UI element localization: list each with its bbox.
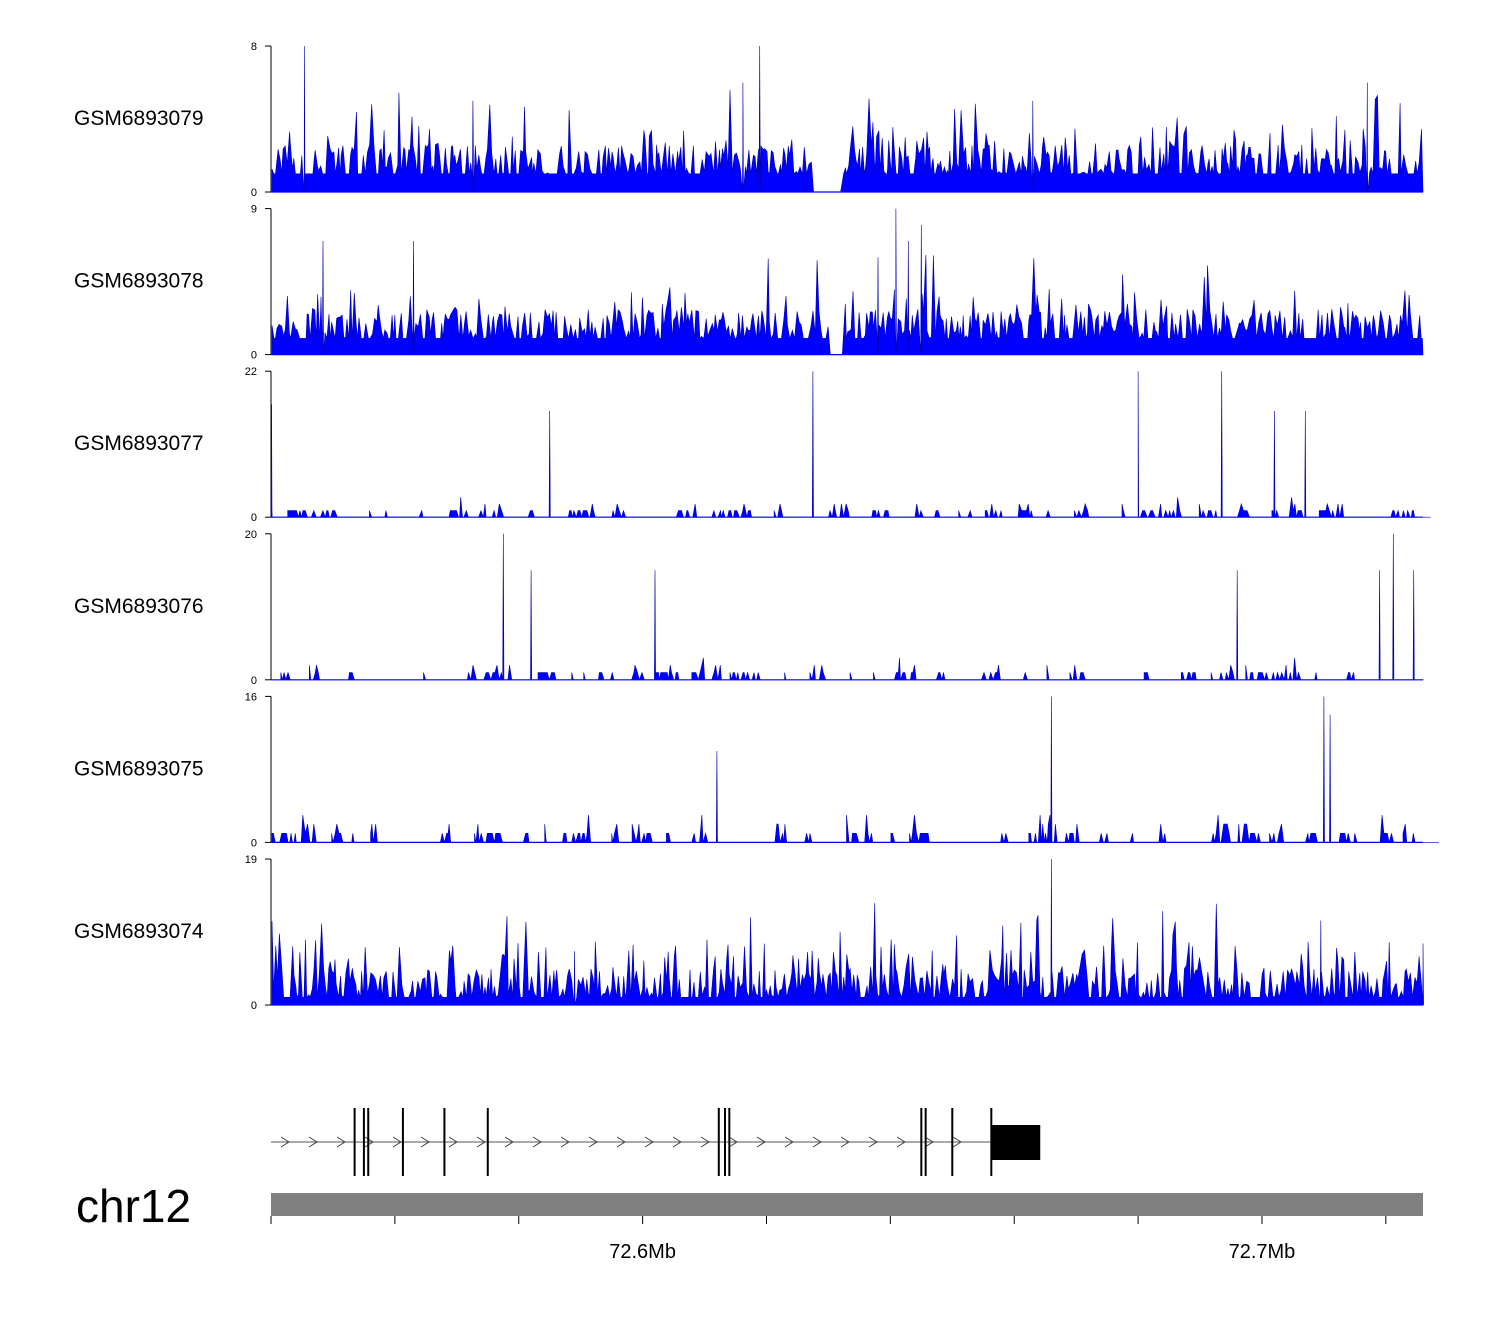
exon xyxy=(362,1108,365,1176)
track-GSM6893074: GSM6893074 19 0 xyxy=(74,854,1424,1012)
exon xyxy=(486,1108,489,1176)
strand-arrow-icon xyxy=(336,1136,346,1148)
chromosome-label: chr12 xyxy=(76,1180,191,1232)
track-GSM6893076: GSM6893076 20 0 xyxy=(74,529,1424,687)
track-label: GSM6893079 xyxy=(74,107,204,130)
strand-arrow-icon xyxy=(784,1136,794,1148)
coverage-area xyxy=(270,371,1431,519)
y-axis-min-label: 0 xyxy=(251,187,257,199)
strand-arrow-icon xyxy=(924,1136,934,1148)
coverage-area xyxy=(271,858,1424,1006)
chromosome-ideogram: chr12 xyxy=(76,1180,1423,1232)
track-GSM6893079: GSM6893079 8 0 xyxy=(74,41,1424,199)
strand-arrow-icon xyxy=(616,1136,626,1148)
coverage-area xyxy=(271,45,1424,193)
coverage-area xyxy=(272,533,1424,681)
gene-model-track xyxy=(271,1108,1041,1176)
exon xyxy=(353,1108,356,1176)
track-GSM6893078: GSM6893078 9 0 xyxy=(74,204,1424,362)
exon xyxy=(723,1108,726,1176)
strand-arrow-icon xyxy=(476,1136,486,1148)
coverage-area xyxy=(271,696,1439,844)
y-axis-min-label: 0 xyxy=(251,675,257,687)
strand-arrow-icon xyxy=(672,1136,682,1148)
y-axis-min-label: 0 xyxy=(251,1000,257,1012)
y-axis-min-label: 0 xyxy=(251,512,257,524)
strand-arrow-icon xyxy=(588,1136,598,1148)
strand-arrow-icon xyxy=(700,1136,710,1148)
terminal-exon-block xyxy=(991,1125,1041,1160)
track-GSM6893075: GSM6893075 16 0 xyxy=(74,691,1439,849)
exon xyxy=(920,1108,923,1176)
y-axis-max-label: 9 xyxy=(251,204,257,216)
exon xyxy=(951,1108,954,1176)
track-GSM6893077: GSM6893077 22 0 xyxy=(74,366,1431,524)
y-axis-min-label: 0 xyxy=(251,837,257,849)
strand-arrow-icon xyxy=(532,1136,542,1148)
exon xyxy=(717,1108,720,1176)
strand-arrow-icon xyxy=(280,1136,290,1148)
exon xyxy=(401,1108,404,1176)
track-label: GSM6893077 xyxy=(74,432,204,455)
y-axis-max-label: 19 xyxy=(245,854,257,866)
strand-arrow-icon xyxy=(896,1136,906,1148)
y-axis-max-label: 16 xyxy=(245,691,257,703)
strand-arrow-icon xyxy=(812,1136,822,1148)
strand-arrow-icon xyxy=(756,1136,766,1148)
y-axis-min-label: 0 xyxy=(251,350,257,362)
strand-arrow-icon xyxy=(308,1136,318,1148)
strand-arrow-icon xyxy=(728,1136,738,1148)
coverage-area xyxy=(271,208,1424,355)
y-axis-max-label: 8 xyxy=(251,41,257,53)
strand-arrow-icon xyxy=(392,1136,402,1148)
axis-tick-label: 72.7Mb xyxy=(1229,1241,1296,1263)
strand-arrow-icon xyxy=(868,1136,878,1148)
track-label: GSM6893078 xyxy=(74,270,204,293)
axis-tick-label: 72.6Mb xyxy=(609,1241,676,1263)
track-label: GSM6893076 xyxy=(74,595,204,618)
exon xyxy=(443,1108,446,1176)
strand-arrow-icon xyxy=(560,1136,570,1148)
chromosome-bar xyxy=(271,1193,1423,1216)
coverage-tracks: GSM689307980GSM689307890GSM6893077220GSM… xyxy=(74,41,1439,1012)
y-axis-max-label: 20 xyxy=(245,529,257,541)
strand-arrow-icon xyxy=(840,1136,850,1148)
y-axis-max-label: 22 xyxy=(245,366,257,378)
strand-arrow-icon xyxy=(420,1136,430,1148)
exon xyxy=(924,1108,927,1176)
track-label: GSM6893075 xyxy=(74,757,204,780)
exon xyxy=(728,1108,731,1176)
strand-arrow-icon xyxy=(504,1136,514,1148)
strand-arrow-icon xyxy=(644,1136,654,1148)
genome-axis: 72.6Mb 72.7Mb xyxy=(270,1216,1387,1263)
exon xyxy=(367,1108,370,1176)
strand-arrow-icon xyxy=(448,1136,458,1148)
strand-arrow-icon xyxy=(952,1136,962,1148)
track-label: GSM6893074 xyxy=(74,920,204,943)
